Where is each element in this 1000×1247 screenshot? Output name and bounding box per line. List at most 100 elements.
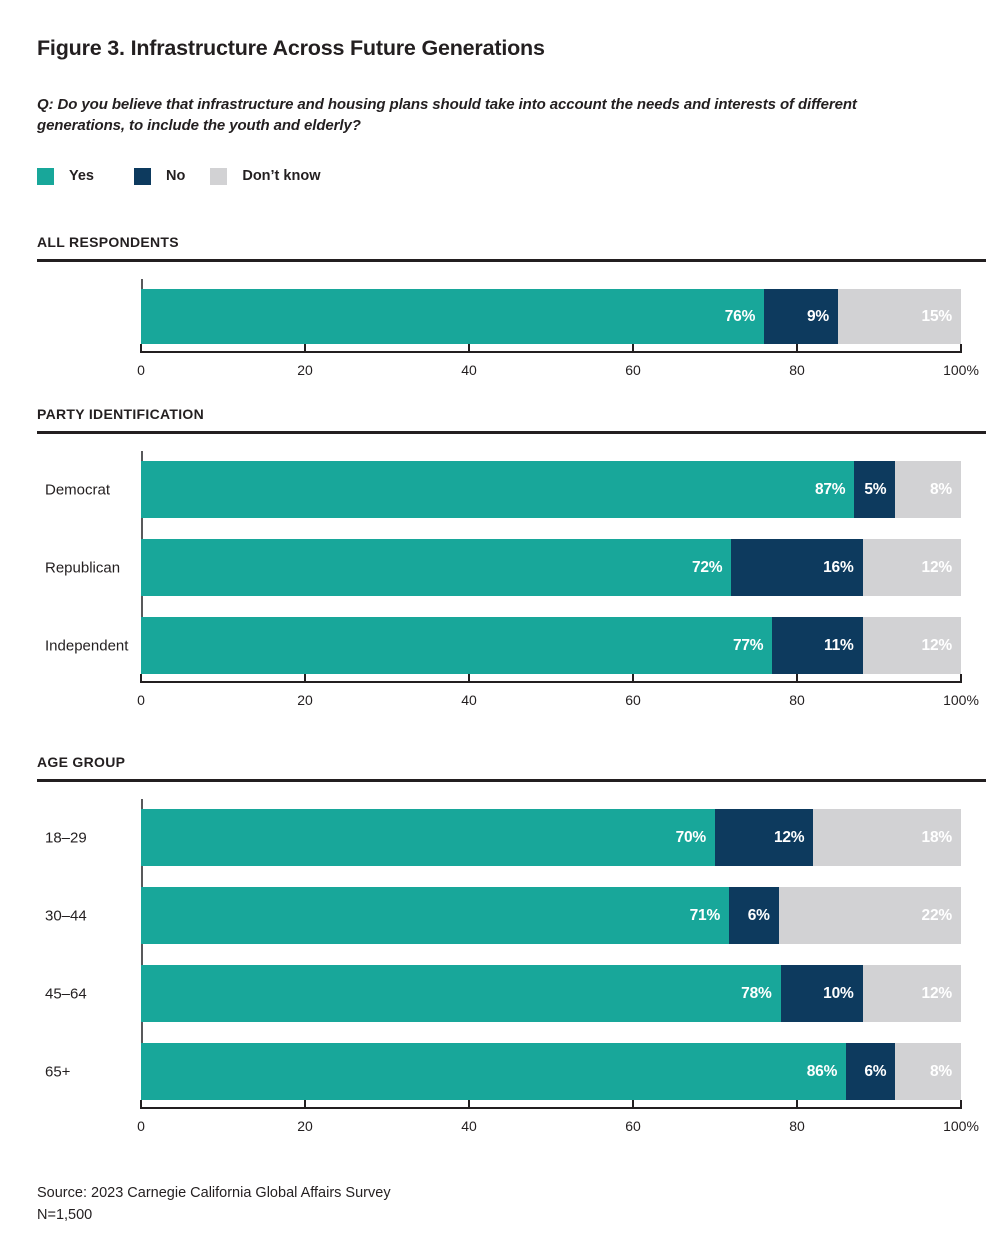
- axis-tick: [468, 344, 470, 353]
- bar-segment-no: 12%: [715, 809, 814, 866]
- x-tick-labels: 0 20 40 60 80 100%: [137, 1118, 979, 1136]
- value-label: 77%: [732, 636, 764, 654]
- question-line-2: generations, to include the youth and el…: [37, 117, 361, 134]
- bar-row: 30–44 71% 6% 22%: [45, 887, 961, 944]
- section-header-all-respondents: ALL RESPONDENTS: [37, 234, 986, 262]
- category-label: 30–44: [45, 907, 87, 924]
- bar-segment-yes: 87%: [141, 461, 855, 518]
- bar-rows: 18–29 70% 12% 18% 30–44 71% 6% 22% 45–64 78% 10% 12…: [45, 809, 961, 1100]
- value-label: 12%: [773, 828, 805, 846]
- bar-segment-yes: 78%: [141, 965, 781, 1022]
- axis-tick: [796, 674, 798, 683]
- x-tick-label: 60: [625, 1118, 641, 1134]
- value-label: 12%: [921, 984, 953, 1002]
- stacked-bar-chart-party-identification: Democrat 87% 5% 8% Republican 72% 16% 12% Indepe…: [45, 451, 979, 710]
- figure-title: Figure 3. Infrastructure Across Future G…: [37, 36, 545, 60]
- value-label: 78%: [741, 984, 772, 1002]
- stacked-bar-chart-age-group: 18–29 70% 12% 18% 30–44 71% 6% 22% 45–64 78% 10% 12…: [45, 799, 979, 1136]
- bar-segments: 78% 10% 12%: [141, 965, 961, 1022]
- axis-tick: [304, 1100, 306, 1109]
- x-tick-label: 80: [789, 362, 805, 378]
- bar-segments: 72% 16% 12%: [141, 539, 961, 596]
- bar-rows: Democrat 87% 5% 8% Republican 72% 16% 12% Indepe…: [45, 461, 961, 674]
- legend-item-no: No: [134, 167, 186, 185]
- x-tick-label: 20: [297, 362, 313, 378]
- section-header-party-identification: PARTY IDENTIFICATION: [37, 406, 986, 434]
- bar-segment-no: 6%: [846, 1043, 896, 1100]
- bar-row: Democrat 87% 5% 8%: [45, 461, 961, 518]
- x-tick-label: 40: [461, 1118, 477, 1134]
- axis-tick: [796, 1100, 798, 1109]
- value-label: 22%: [921, 906, 953, 924]
- stacked-bar-chart-all-respondents: 76% 9% 15% 0 20 40 60 80 100%: [137, 279, 979, 380]
- bar-row: 65+ 86% 6% 8%: [45, 1043, 961, 1100]
- x-tick-label: 100%: [943, 692, 979, 708]
- bar-segment-yes: 76%: [141, 289, 765, 344]
- x-axis-line: [140, 1100, 962, 1109]
- x-tick-label: 80: [789, 692, 805, 708]
- plot-area: 76% 9% 15%: [141, 279, 961, 344]
- axis-tick: [140, 674, 142, 683]
- question-line-1: Q: Do you believe that infrastructure an…: [37, 96, 857, 113]
- value-label: 71%: [689, 906, 721, 924]
- x-tick-labels: 0 20 40 60 80 100%: [137, 362, 979, 380]
- value-label: 76%: [724, 307, 756, 325]
- category-label: Republican: [45, 559, 121, 576]
- value-label: 16%: [823, 558, 854, 576]
- value-label: 6%: [864, 1062, 887, 1080]
- bar-segments: 70% 12% 18%: [141, 809, 961, 866]
- bar-segment-no: 5%: [854, 461, 896, 518]
- source-note: Source: 2023 Carnegie California Global …: [37, 1185, 391, 1201]
- bar-row: 76% 9% 15%: [141, 289, 961, 344]
- x-tick-label: 20: [297, 1118, 313, 1134]
- axis-tick: [632, 344, 634, 353]
- x-tick-label: 0: [137, 692, 145, 708]
- bar-segment-no: 11%: [772, 617, 863, 674]
- bar-segments: 77% 11% 12%: [141, 617, 961, 674]
- legend-label-no: No: [166, 168, 186, 184]
- bar-segment-don-t-know: 8%: [895, 1043, 961, 1100]
- x-tick-label: 80: [789, 1118, 805, 1134]
- bar-segment-yes: 71%: [141, 887, 730, 944]
- bar-segments: 71% 6% 22%: [141, 887, 961, 944]
- value-label: 5%: [864, 480, 887, 498]
- axis-tick: [304, 674, 306, 683]
- legend-swatch-yes: [37, 167, 54, 185]
- bar-row: 45–64 78% 10% 12%: [45, 965, 961, 1022]
- survey-question: Q: Do you believe that infrastructure an…: [37, 94, 986, 136]
- legend-item-yes: Yes: [37, 167, 94, 185]
- section-header-age-group: AGE GROUP: [37, 754, 986, 782]
- section-party-identification: PARTY IDENTIFICATION Democrat 87% 5% 8% Repu…: [37, 406, 986, 710]
- category-label: 18–29: [45, 829, 87, 846]
- value-label: 11%: [824, 636, 854, 654]
- chart-age-group: 18–29 70% 12% 18% 30–44 71% 6% 22% 45–64 78% 10% 12…: [45, 799, 979, 1136]
- axis-tick: [960, 1100, 962, 1109]
- value-label: 87%: [814, 480, 846, 498]
- bar-segment-no: 9%: [764, 289, 838, 344]
- bar-segment-don-t-know: 18%: [813, 809, 961, 866]
- bar-segment-don-t-know: 12%: [862, 965, 961, 1022]
- value-label: 12%: [921, 636, 953, 654]
- x-axis-line: [140, 344, 962, 353]
- value-label: 72%: [691, 558, 723, 576]
- bar-segment-don-t-know: 15%: [837, 289, 961, 344]
- x-tick-label: 60: [625, 692, 641, 708]
- axis-tick: [632, 674, 634, 683]
- value-label: 15%: [921, 307, 953, 325]
- bar-row: Republican 72% 16% 12%: [45, 539, 961, 596]
- value-label: 18%: [921, 828, 953, 846]
- bar-segment-no: 6%: [729, 887, 779, 944]
- bar-segment-yes: 86%: [141, 1043, 847, 1100]
- bar-rows: 76% 9% 15%: [141, 289, 961, 344]
- value-label: 9%: [806, 307, 829, 325]
- bar-segment-no: 16%: [731, 539, 863, 596]
- figure-footer: Source: 2023 Carnegie California Global …: [37, 1182, 986, 1226]
- axis-tick: [468, 1100, 470, 1109]
- category-label: Democrat: [45, 481, 111, 498]
- bar-segments: 87% 5% 8%: [141, 461, 961, 518]
- axis-tick: [796, 344, 798, 353]
- axis-tick: [632, 1100, 634, 1109]
- value-label: 8%: [929, 480, 952, 498]
- x-tick-label: 20: [297, 692, 313, 708]
